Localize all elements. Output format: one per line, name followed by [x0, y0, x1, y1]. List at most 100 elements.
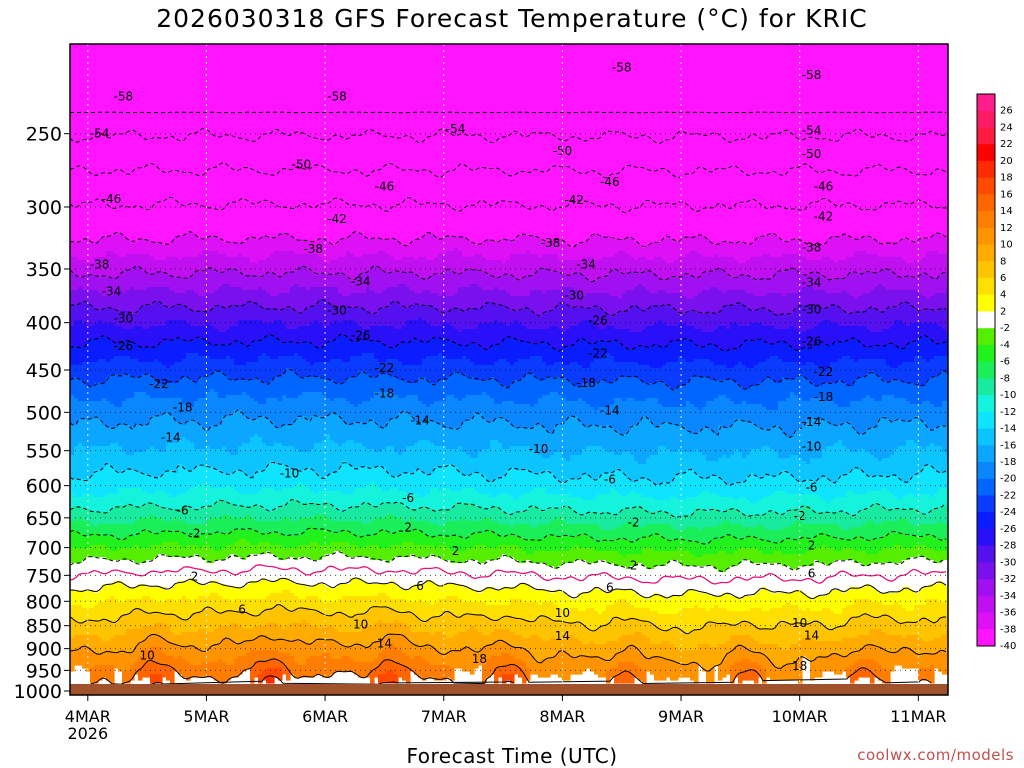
colorbar-swatch — [977, 261, 995, 279]
colorbar-swatch — [977, 629, 995, 647]
contour-label: -50 — [802, 147, 822, 161]
contour-label: 18 — [472, 652, 487, 666]
contour-label: 6 — [808, 567, 816, 581]
contour-label: 6 — [606, 580, 614, 594]
colorbar-swatch — [977, 177, 995, 195]
contour-label: -22 — [814, 365, 834, 379]
colorbar-swatch — [977, 512, 995, 530]
colorbar-label: 18 — [1000, 173, 1013, 184]
contour-label: -30 — [327, 303, 347, 317]
colorbar-swatch — [977, 579, 995, 597]
contour-line — [70, 231, 947, 248]
y-tick-label: 400 — [26, 313, 62, 335]
contour-line — [70, 551, 947, 572]
colorbar-label: -24 — [1000, 507, 1016, 518]
contour-label: -26 — [114, 339, 134, 353]
contour-label: -34 — [102, 284, 122, 298]
y-tick-label: 350 — [26, 259, 62, 281]
colorbar-label: -18 — [1000, 457, 1016, 468]
contour-label: -30 — [114, 312, 134, 326]
contour-label: -6 — [402, 491, 414, 505]
colorbar-label: -26 — [1000, 524, 1016, 535]
x-tick-label: 7MAR — [421, 707, 467, 726]
y-tick-label: 500 — [26, 402, 62, 424]
y-tick-label: 450 — [26, 360, 62, 382]
grid-lines — [70, 44, 948, 692]
colorbar-label: -4 — [1000, 340, 1010, 351]
colorbar-label: 10 — [1000, 240, 1013, 251]
contour-label: -46 — [600, 175, 620, 189]
colorbar-label: -10 — [1000, 390, 1016, 401]
colorbar-label: 26 — [1000, 106, 1013, 117]
x-axis-label: Forecast Time (UTC) — [406, 744, 618, 768]
colorbar-swatch — [977, 411, 995, 429]
colorbar-swatch — [977, 361, 995, 379]
ground-strip — [70, 684, 948, 695]
colorbar-swatch — [977, 127, 995, 145]
colorbar-label: -22 — [1000, 490, 1016, 501]
colorbar-label: 22 — [1000, 139, 1013, 150]
chart-title: 2026030318 GFS Forecast Temperature (°C)… — [156, 4, 868, 33]
colorbar-swatch — [977, 528, 995, 547]
y-tick-label: 900 — [26, 639, 62, 661]
colorbar-swatch — [977, 160, 995, 179]
colorbar-label: 24 — [1000, 122, 1013, 133]
contour-label: -46 — [102, 192, 122, 206]
y-tick-label: 750 — [26, 565, 62, 587]
colorbar-swatch — [977, 311, 995, 329]
contour-label: -38 — [90, 257, 110, 271]
colorbar-label: 20 — [1000, 156, 1013, 167]
contour-label: -58 — [802, 68, 822, 82]
colorbar-swatch — [977, 545, 995, 563]
contour-label: -50 — [553, 144, 573, 158]
contour-label: -6 — [177, 503, 189, 517]
contour-label: -50 — [292, 158, 312, 172]
contour-label: -26 — [802, 334, 822, 348]
colorbar-label: -32 — [1000, 574, 1016, 585]
contour-label: -10 — [802, 439, 822, 453]
colorbar-label: -30 — [1000, 557, 1016, 568]
contour-label: -34 — [576, 257, 596, 271]
colorbar-label: 4 — [1000, 290, 1006, 301]
temperature-fill — [70, 44, 948, 684]
contour-labels: -58 -58 -58 -58 -54 -54 -54 -50 -50 -50 -46 -46 -46 -… — [90, 60, 833, 673]
contour-label: -22 — [375, 361, 395, 375]
contour-label: -34 — [802, 276, 822, 290]
contour-label: -18 — [173, 400, 193, 414]
colorbar-swatch — [977, 428, 995, 446]
colorbar: 26 24 22 20 18 16 14 12 10 8 6 4 2 -2 -4 -6 -8 -10 -12 -14 -… — [976, 93, 1016, 652]
colorbar-label: -40 — [1000, 641, 1016, 652]
contour-label: -2 — [628, 516, 640, 530]
x-tick-label: 9MAR — [658, 707, 704, 726]
contour-label: -10 — [280, 466, 300, 480]
colorbar-label: -14 — [1000, 424, 1016, 435]
contour-line — [70, 462, 947, 486]
contour-line — [70, 111, 947, 114]
colorbar-label: -38 — [1000, 624, 1016, 635]
x-tick-label: 8MAR — [539, 707, 585, 726]
contour-label: -26 — [588, 314, 608, 328]
contour-line — [70, 527, 947, 545]
contour-label: 2 — [452, 544, 460, 558]
contour-label: -6 — [604, 473, 616, 487]
y-tick-label: 250 — [26, 124, 62, 146]
contour-label: 10 — [139, 648, 154, 662]
y-tick-label: 850 — [26, 616, 62, 638]
contour-label: 6 — [238, 603, 246, 617]
y-tick-label: 950 — [26, 660, 62, 682]
contour-label: -18 — [375, 386, 395, 400]
contour-label: 10 — [353, 618, 368, 632]
y-tick-label: 1000 — [14, 681, 62, 703]
contour-label: -38 — [541, 236, 561, 250]
contour-label: -2 — [189, 527, 201, 541]
colorbar-swatch — [977, 194, 995, 212]
colorbar-swatch — [977, 244, 995, 262]
contour-label: -42 — [564, 193, 584, 207]
contour-label: 10 — [555, 606, 570, 620]
y-tick-label: 800 — [26, 591, 62, 613]
colorbar-swatch — [977, 278, 995, 296]
contour-label: -54 — [90, 127, 110, 141]
contour-label: 6 — [416, 579, 424, 593]
colorbar-label: 16 — [1000, 189, 1013, 200]
